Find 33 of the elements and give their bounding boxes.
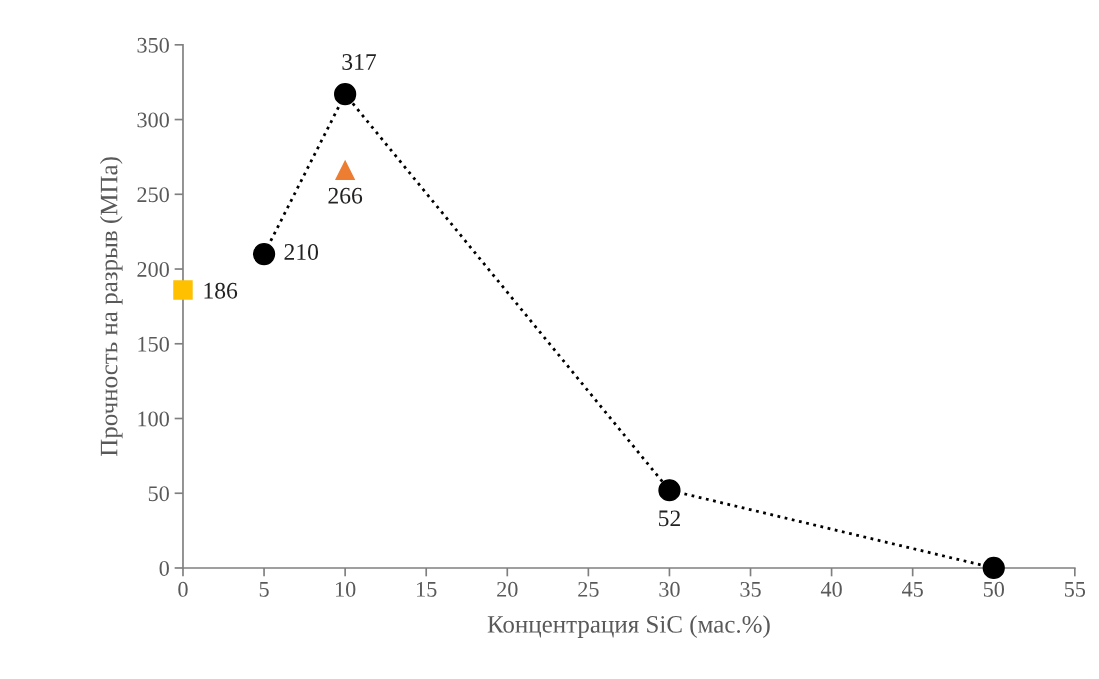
x-tick-label: 50 [983, 581, 1005, 597]
point [982, 556, 1005, 580]
x-tick-label: 55 [1065, 582, 1086, 597]
point [658, 479, 681, 502]
point [335, 160, 355, 181]
y-tick-label: 0 [159, 560, 169, 576]
data-label: 210 [284, 244, 319, 260]
point [334, 83, 357, 106]
y-tick-label: 100 [138, 411, 169, 427]
x-tick-label: 45 [901, 581, 923, 597]
y-tick-label: 200 [137, 261, 169, 277]
x-tick-label: 40 [820, 581, 842, 597]
data-label: 186 [204, 282, 238, 299]
y-axis-title: Прочность на разрыв (МПа) [99, 157, 123, 457]
x-axis-title: Концентрация SiC (мас.%) [487, 615, 770, 638]
data-label: 266 [328, 187, 363, 204]
x-tick-label: 20 [497, 581, 518, 597]
x-tick-label: 0 [178, 581, 188, 597]
data-label: 52 [659, 510, 680, 527]
y-tick-label: 350 [137, 37, 169, 53]
y-tick-label: 150 [138, 336, 169, 352]
y-tick-label: 250 [137, 187, 169, 203]
y-tick-label: 50 [148, 486, 169, 502]
x-tick-label: 15 [417, 581, 437, 597]
point [173, 280, 193, 300]
x-tick-label: 30 [659, 581, 680, 597]
x-tick-label: 10 [335, 581, 356, 597]
x-tick-label: 5 [259, 582, 269, 597]
data-label: 317 [342, 54, 377, 70]
x-tick-label: 35 [740, 581, 761, 597]
x-tick-label: 25 [578, 581, 599, 597]
point [252, 242, 276, 266]
y-tick-label: 300 [137, 112, 169, 128]
